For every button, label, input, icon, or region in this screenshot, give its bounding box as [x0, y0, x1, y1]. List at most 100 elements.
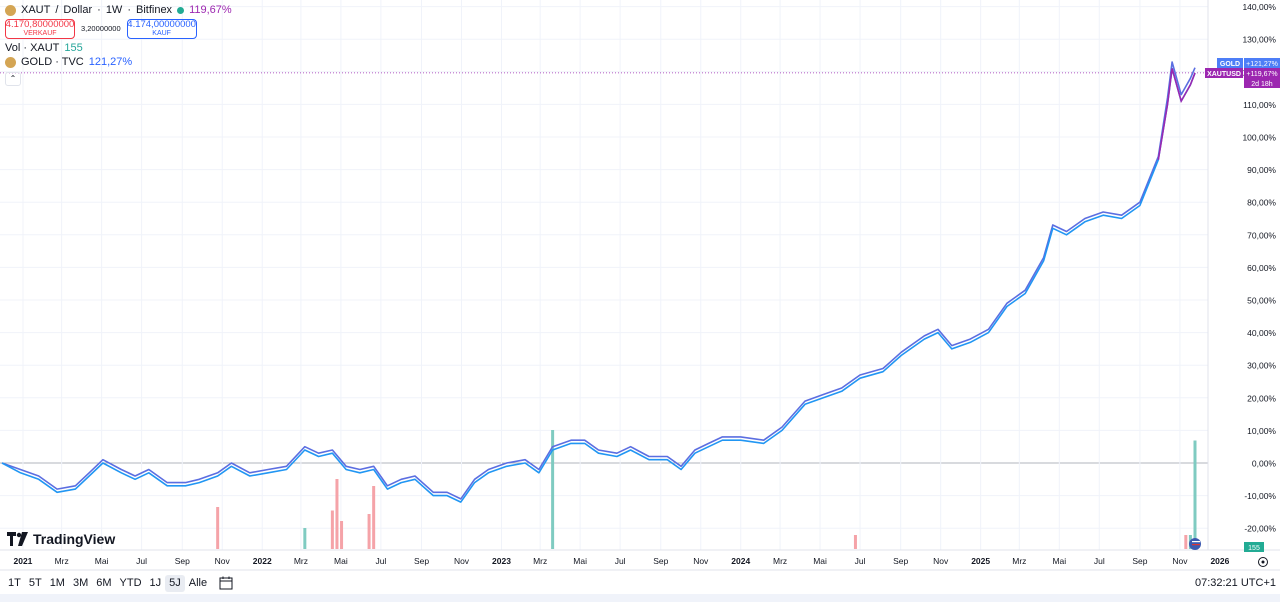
bottom-strip	[0, 594, 1280, 602]
volume-label: Vol · XAUT	[5, 42, 60, 54]
y-tick-label: 20,00%	[1247, 393, 1276, 403]
grid	[0, 0, 1280, 571]
x-tick-label: Mai	[1052, 556, 1066, 566]
y-tick-label: -20,00%	[1244, 524, 1276, 534]
compare-percent: 121,27%	[88, 56, 133, 68]
x-tick-label: Jul	[1094, 556, 1105, 566]
y-tick-label: 130,00%	[1242, 35, 1276, 45]
x-tick-label: Mrz	[55, 556, 69, 566]
x-tick-label: Nov	[693, 556, 709, 566]
x-tick-label: 2021	[14, 556, 33, 566]
x-tick-label: Nov	[454, 556, 470, 566]
range-selector: 1T 5T 1M 3M 6M YTD 1J 5J Alle	[4, 574, 211, 592]
spread: 3,20000000	[81, 24, 121, 33]
series-lines	[0, 61, 1208, 503]
x-tick-label: 2026	[1210, 556, 1229, 566]
y-tick-label: 10,00%	[1247, 426, 1276, 436]
y-tick-label: 80,00%	[1247, 198, 1276, 208]
x-tick-label: Mai	[813, 556, 827, 566]
x-tick-label: Sep	[1132, 556, 1147, 566]
range-button-ytd[interactable]: YTD	[119, 577, 142, 589]
axis-settings-icon[interactable]	[1258, 557, 1268, 567]
quote-currency: Dollar	[63, 4, 93, 16]
range-button-1m[interactable]: 1M	[49, 577, 65, 589]
calendar-range-icon[interactable]	[219, 576, 233, 590]
exchange: Bitfinex	[135, 4, 173, 16]
x-axis: 2021 Mrz Mai Jul Sep Nov 2022 Mrz Mai Jul Sep Nov 20…	[14, 556, 1268, 567]
xaut-recent-line	[1157, 68, 1196, 160]
compare-legend[interactable]: GOLD · TVC 121,27%	[5, 55, 232, 69]
buy-price: 4.174,00000000	[127, 19, 196, 30]
gold-price-tag: GOLD +121,27%	[1217, 58, 1280, 68]
separator: /	[55, 4, 59, 16]
x-tick-label: 2023	[492, 556, 511, 566]
x-tick-label: Jul	[375, 556, 386, 566]
y-tick-label: 50,00%	[1247, 296, 1276, 306]
y-tick-label: 90,00%	[1247, 165, 1276, 175]
volume-value: 155	[64, 42, 83, 54]
symbol[interactable]: XAUT	[21, 4, 51, 16]
countdown-tag: 2d 18h	[1244, 78, 1280, 88]
x-tick-label: Sep	[653, 556, 668, 566]
range-button-3m[interactable]: 3M	[72, 577, 89, 589]
svg-text:155: 155	[1248, 545, 1260, 552]
volume-tag: 155	[1244, 542, 1264, 552]
y-tick-label: 140,00%	[1242, 2, 1276, 12]
x-tick-label: 2025	[971, 556, 990, 566]
x-tick-label: Sep	[414, 556, 429, 566]
volume-bar	[340, 521, 344, 549]
volume-legend[interactable]: Vol · XAUT 155	[5, 41, 232, 55]
y-tick-label: 100,00%	[1242, 133, 1276, 143]
x-tick-label: Jul	[855, 556, 866, 566]
market-status-dot	[177, 6, 185, 14]
x-tick-label: 2024	[731, 556, 750, 566]
x-tick-label: Nov	[1172, 556, 1188, 566]
symbol-row[interactable]: XAUT / Dollar · 1W · Bitfinex 119,67%	[5, 3, 232, 17]
volume-bar	[1193, 440, 1197, 549]
compare-symbol: GOLD · TVC	[21, 56, 84, 68]
svg-text:+121,27%: +121,27%	[1246, 61, 1278, 68]
collapse-legend-button[interactable]: ⌃	[5, 72, 21, 86]
range-button-1j[interactable]: 1J	[149, 577, 162, 589]
range-button-5j[interactable]: 5J	[165, 574, 185, 592]
xaut-series-line[interactable]	[1, 67, 1196, 503]
y-tick-label: 70,00%	[1247, 230, 1276, 240]
clock[interactable]: 07:32:21 UTC+1	[1194, 577, 1276, 589]
interval[interactable]: 1W	[105, 4, 123, 16]
sell-price: 4.170,80000000	[5, 19, 75, 30]
volume-bar	[853, 535, 857, 549]
us-flag-icon[interactable]	[1189, 538, 1201, 550]
volume-bar	[551, 430, 555, 549]
range-button-5t[interactable]: 5T	[28, 577, 42, 589]
y-tick-label: 110,00%	[1243, 100, 1276, 110]
buy-button[interactable]: 4.174,00000000 KAUF	[126, 19, 197, 39]
sell-button[interactable]: 4.170,80000000 VERKAUF	[5, 19, 75, 39]
volume-bar	[372, 486, 376, 549]
tradingview-logo[interactable]: TradingView	[7, 531, 115, 547]
y-tick-label: 60,00%	[1247, 263, 1276, 273]
y-tick-label: 30,00%	[1247, 361, 1276, 371]
x-tick-label: Mai	[95, 556, 109, 566]
change-percent: 119,67%	[189, 4, 232, 16]
y-axis: 140,00%130,00%120,00%110,00%100,00%90,00…	[1242, 2, 1276, 534]
range-button-1t[interactable]: 1T	[8, 577, 21, 589]
svg-text:+119,67%: +119,67%	[1246, 71, 1277, 78]
price-chart[interactable]: 140,00%130,00%120,00%110,00%100,00%90,00…	[0, 0, 1280, 572]
x-tick-label: Sep	[893, 556, 908, 566]
x-tick-label: 2022	[253, 556, 272, 566]
volume-bar	[330, 510, 334, 549]
gold-series-line[interactable]	[1, 61, 1196, 500]
trade-panel: 4.170,80000000 VERKAUF 3,20000000 4.174,…	[5, 19, 232, 39]
chevron-up-icon: ⌃	[9, 74, 17, 83]
volume-bar	[303, 528, 307, 549]
range-button-alle[interactable]: Alle	[188, 577, 208, 589]
bottom-toolbar: 1T 5T 1M 3M 6M YTD 1J 5J Alle 07:32:21 UTC+1	[0, 574, 1280, 592]
buy-label: KAUF	[152, 30, 171, 37]
range-button-6m[interactable]: 6M	[96, 577, 112, 589]
y-tick-label: -10,00%	[1244, 491, 1276, 501]
x-tick-label: Jul	[136, 556, 147, 566]
tradingview-logo-icon	[7, 532, 28, 546]
svg-text:GOLD: GOLD	[1220, 61, 1240, 68]
volume-bar	[1184, 535, 1188, 549]
x-tick-label: Mai	[334, 556, 348, 566]
